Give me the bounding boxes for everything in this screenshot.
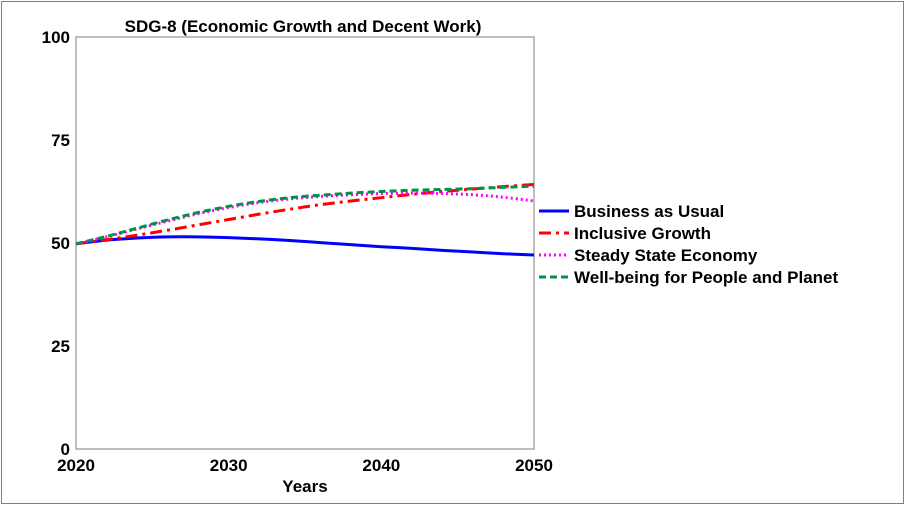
x-tick-label: 2040 [362,456,400,475]
chart-title: SDG-8 (Economic Growth and Decent Work) [125,17,482,36]
legend-label: Inclusive Growth [574,224,711,243]
legend: Business as Usual Inclusive Growth Steady … [539,202,839,287]
y-axis-ticks: 0 25 50 75 100 [42,28,70,459]
series-line-business-as-usual [75,235,535,257]
series-line-well-being-for-people-and-planet [75,184,535,246]
x-axis-ticks: 2020 2030 2040 2050 [57,456,553,475]
y-tick-label: 75 [51,131,70,150]
x-tick-label: 2020 [57,456,95,475]
x-tick-label: 2050 [515,456,553,475]
series-lines [75,183,535,257]
series-line-steady-state-economy [75,191,535,246]
legend-label: Well-being for People and Planet [574,268,839,287]
y-tick-label: 100 [42,28,70,47]
y-tick-label: 50 [51,234,70,253]
x-axis-label: Years [282,477,327,496]
y-tick-label: 25 [51,337,70,356]
x-tick-label: 2030 [210,456,248,475]
y-tick-label: 0 [61,440,70,459]
legend-label: Business as Usual [574,202,724,221]
legend-label: Steady State Economy [574,246,758,265]
